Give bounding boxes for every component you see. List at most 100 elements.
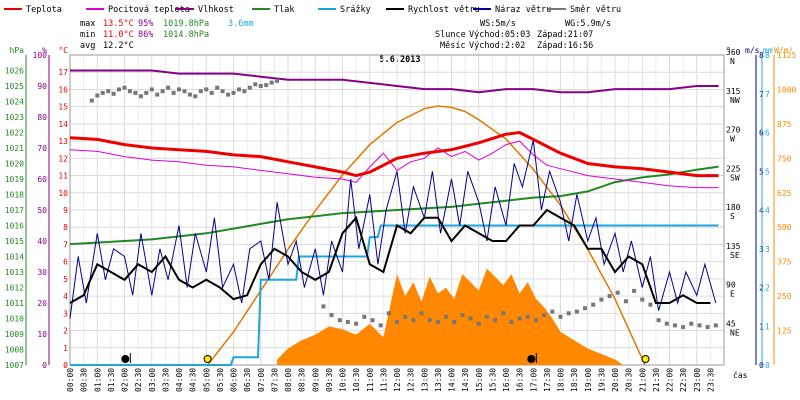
temp-tick-label: 9 [63, 206, 68, 215]
wind-direction-point [193, 94, 198, 99]
wind-direction-point [460, 313, 465, 318]
wind-direction-point [111, 91, 116, 96]
wind-direction-point [386, 311, 391, 316]
wind-direction-point [411, 318, 416, 323]
mm-tick-label: 4 [765, 206, 770, 215]
wind-direction-point [198, 89, 203, 94]
wind-direction-point [493, 318, 498, 323]
x-tick-label: 03:30 [161, 368, 170, 392]
wm2-tick-label: 1000 [777, 85, 796, 94]
temp-tick-label: 16 [58, 85, 68, 94]
wind-direction-point [525, 314, 530, 319]
wind-direction-point [509, 319, 514, 324]
x-tick-label: 14:30 [461, 368, 470, 392]
dir-tick-deg: 135 [726, 242, 741, 251]
wind-direction-point [468, 316, 473, 321]
wind-direction-point [89, 98, 94, 103]
temp-tick-label: 15 [58, 103, 68, 112]
wind-direction-point [160, 89, 165, 94]
dir-tick-deg: 225 [726, 164, 741, 173]
x-tick-label: 23:30 [706, 368, 715, 392]
temp-tick-label: 1 [63, 344, 68, 353]
wind-direction-point [100, 90, 105, 95]
wind-direction-point [95, 93, 100, 98]
x-tick-label: 08:30 [298, 368, 307, 392]
wm2-axis-label: W/m² [774, 46, 793, 55]
wind-direction-point [689, 321, 694, 326]
wind-direction-point [117, 87, 121, 92]
x-tick-label: 06:00 [230, 368, 239, 392]
wind-direction-point [623, 299, 628, 304]
wind-direction-point [122, 85, 127, 90]
wind-direction-point [566, 311, 571, 316]
x-tick-label: 11:30 [379, 368, 388, 392]
hpa-tick-label: 1025 [5, 82, 24, 91]
wind-direction-point [354, 321, 359, 326]
temp-tick-label: 2 [63, 327, 68, 336]
x-tick-label: 21:00 [638, 368, 647, 392]
wind-direction-point [583, 306, 587, 311]
dir-tick-name: NE [730, 328, 740, 337]
moon-set: Západ:16:56 [537, 41, 593, 51]
x-tick-label: 21:30 [652, 368, 661, 392]
wind-direction-point [204, 87, 209, 92]
legend-label: Pocitová teplota [108, 5, 190, 15]
sun-label: Slunce [435, 30, 466, 40]
pct-tick-label: 90 [37, 82, 47, 91]
x-tick-label: 02:30 [134, 368, 143, 392]
dir-tick-name: W [730, 135, 735, 144]
sun-set: Západ:21:07 [537, 30, 593, 40]
temp-tick-label: 5 [63, 275, 68, 284]
x-tick-label: 08:00 [284, 368, 293, 392]
wm2-tick-label: 625 [777, 189, 792, 198]
wind-direction-point [542, 313, 547, 318]
wind-direction-point [345, 319, 350, 324]
x-tick-label: 01:00 [93, 368, 102, 392]
x-tick-label: 13:30 [434, 368, 443, 392]
wind-direction-point [574, 309, 579, 314]
wind-direction-point [648, 302, 653, 307]
wind-direction-point [133, 90, 138, 95]
wm2-tick-label: 375 [777, 258, 792, 267]
hpa-tick-label: 1021 [5, 144, 24, 153]
x-tick-label: 13:00 [420, 368, 429, 392]
x-tick-label: 22:30 [679, 368, 688, 392]
sun-marker [641, 355, 650, 363]
pct-tick-label: 20 [37, 299, 47, 308]
x-axis-label: čas [733, 370, 748, 380]
temp-tick-label: 7 [63, 240, 68, 249]
legend-label: Rychlost větru [408, 5, 480, 15]
wind-direction-point [182, 89, 187, 94]
wm2-tick-label: 1125 [777, 51, 796, 60]
ms-axis-label: m/s [745, 46, 760, 55]
hpa-tick-label: 1011 [5, 299, 24, 308]
wind-direction-point [395, 319, 399, 324]
wind-direction-point [127, 89, 132, 94]
wind-direction-point [215, 85, 220, 90]
wind-direction-point [177, 87, 181, 92]
hpa-axis-label: hPa [10, 46, 25, 55]
x-tick-label: 19:00 [584, 368, 593, 392]
dir-tick-name: NW [730, 96, 740, 105]
legend-label: Srážky [340, 5, 371, 15]
stats-min-label: min [80, 30, 95, 40]
x-tick-label: 23:00 [693, 368, 702, 392]
x-tick-label: 12:00 [393, 368, 402, 392]
stats-max-hum: 95% [138, 19, 153, 29]
hpa-tick-label: 1013 [5, 268, 24, 277]
wind-direction-point [484, 314, 489, 319]
stats-min-temp: 11.0°C [103, 30, 134, 40]
sun-rise: Východ:05:03 [469, 30, 530, 40]
hpa-tick-label: 1017 [5, 206, 24, 215]
wind-direction-point [427, 318, 432, 323]
wind-direction-point [269, 80, 274, 85]
wind-direction-point [664, 321, 669, 326]
wind-direction-point [149, 87, 154, 92]
mm-tick-label: 8 [765, 51, 770, 60]
hpa-tick-label: 1009 [5, 330, 24, 339]
wind-direction-point [258, 84, 263, 88]
temperature-line [69, 130, 719, 178]
wind-direction-point [231, 90, 236, 95]
astro-markers [121, 353, 650, 363]
stats-block: max 13.5°C 95% 1019.8hPa 3.6mm min 11.0°… [80, 19, 254, 51]
